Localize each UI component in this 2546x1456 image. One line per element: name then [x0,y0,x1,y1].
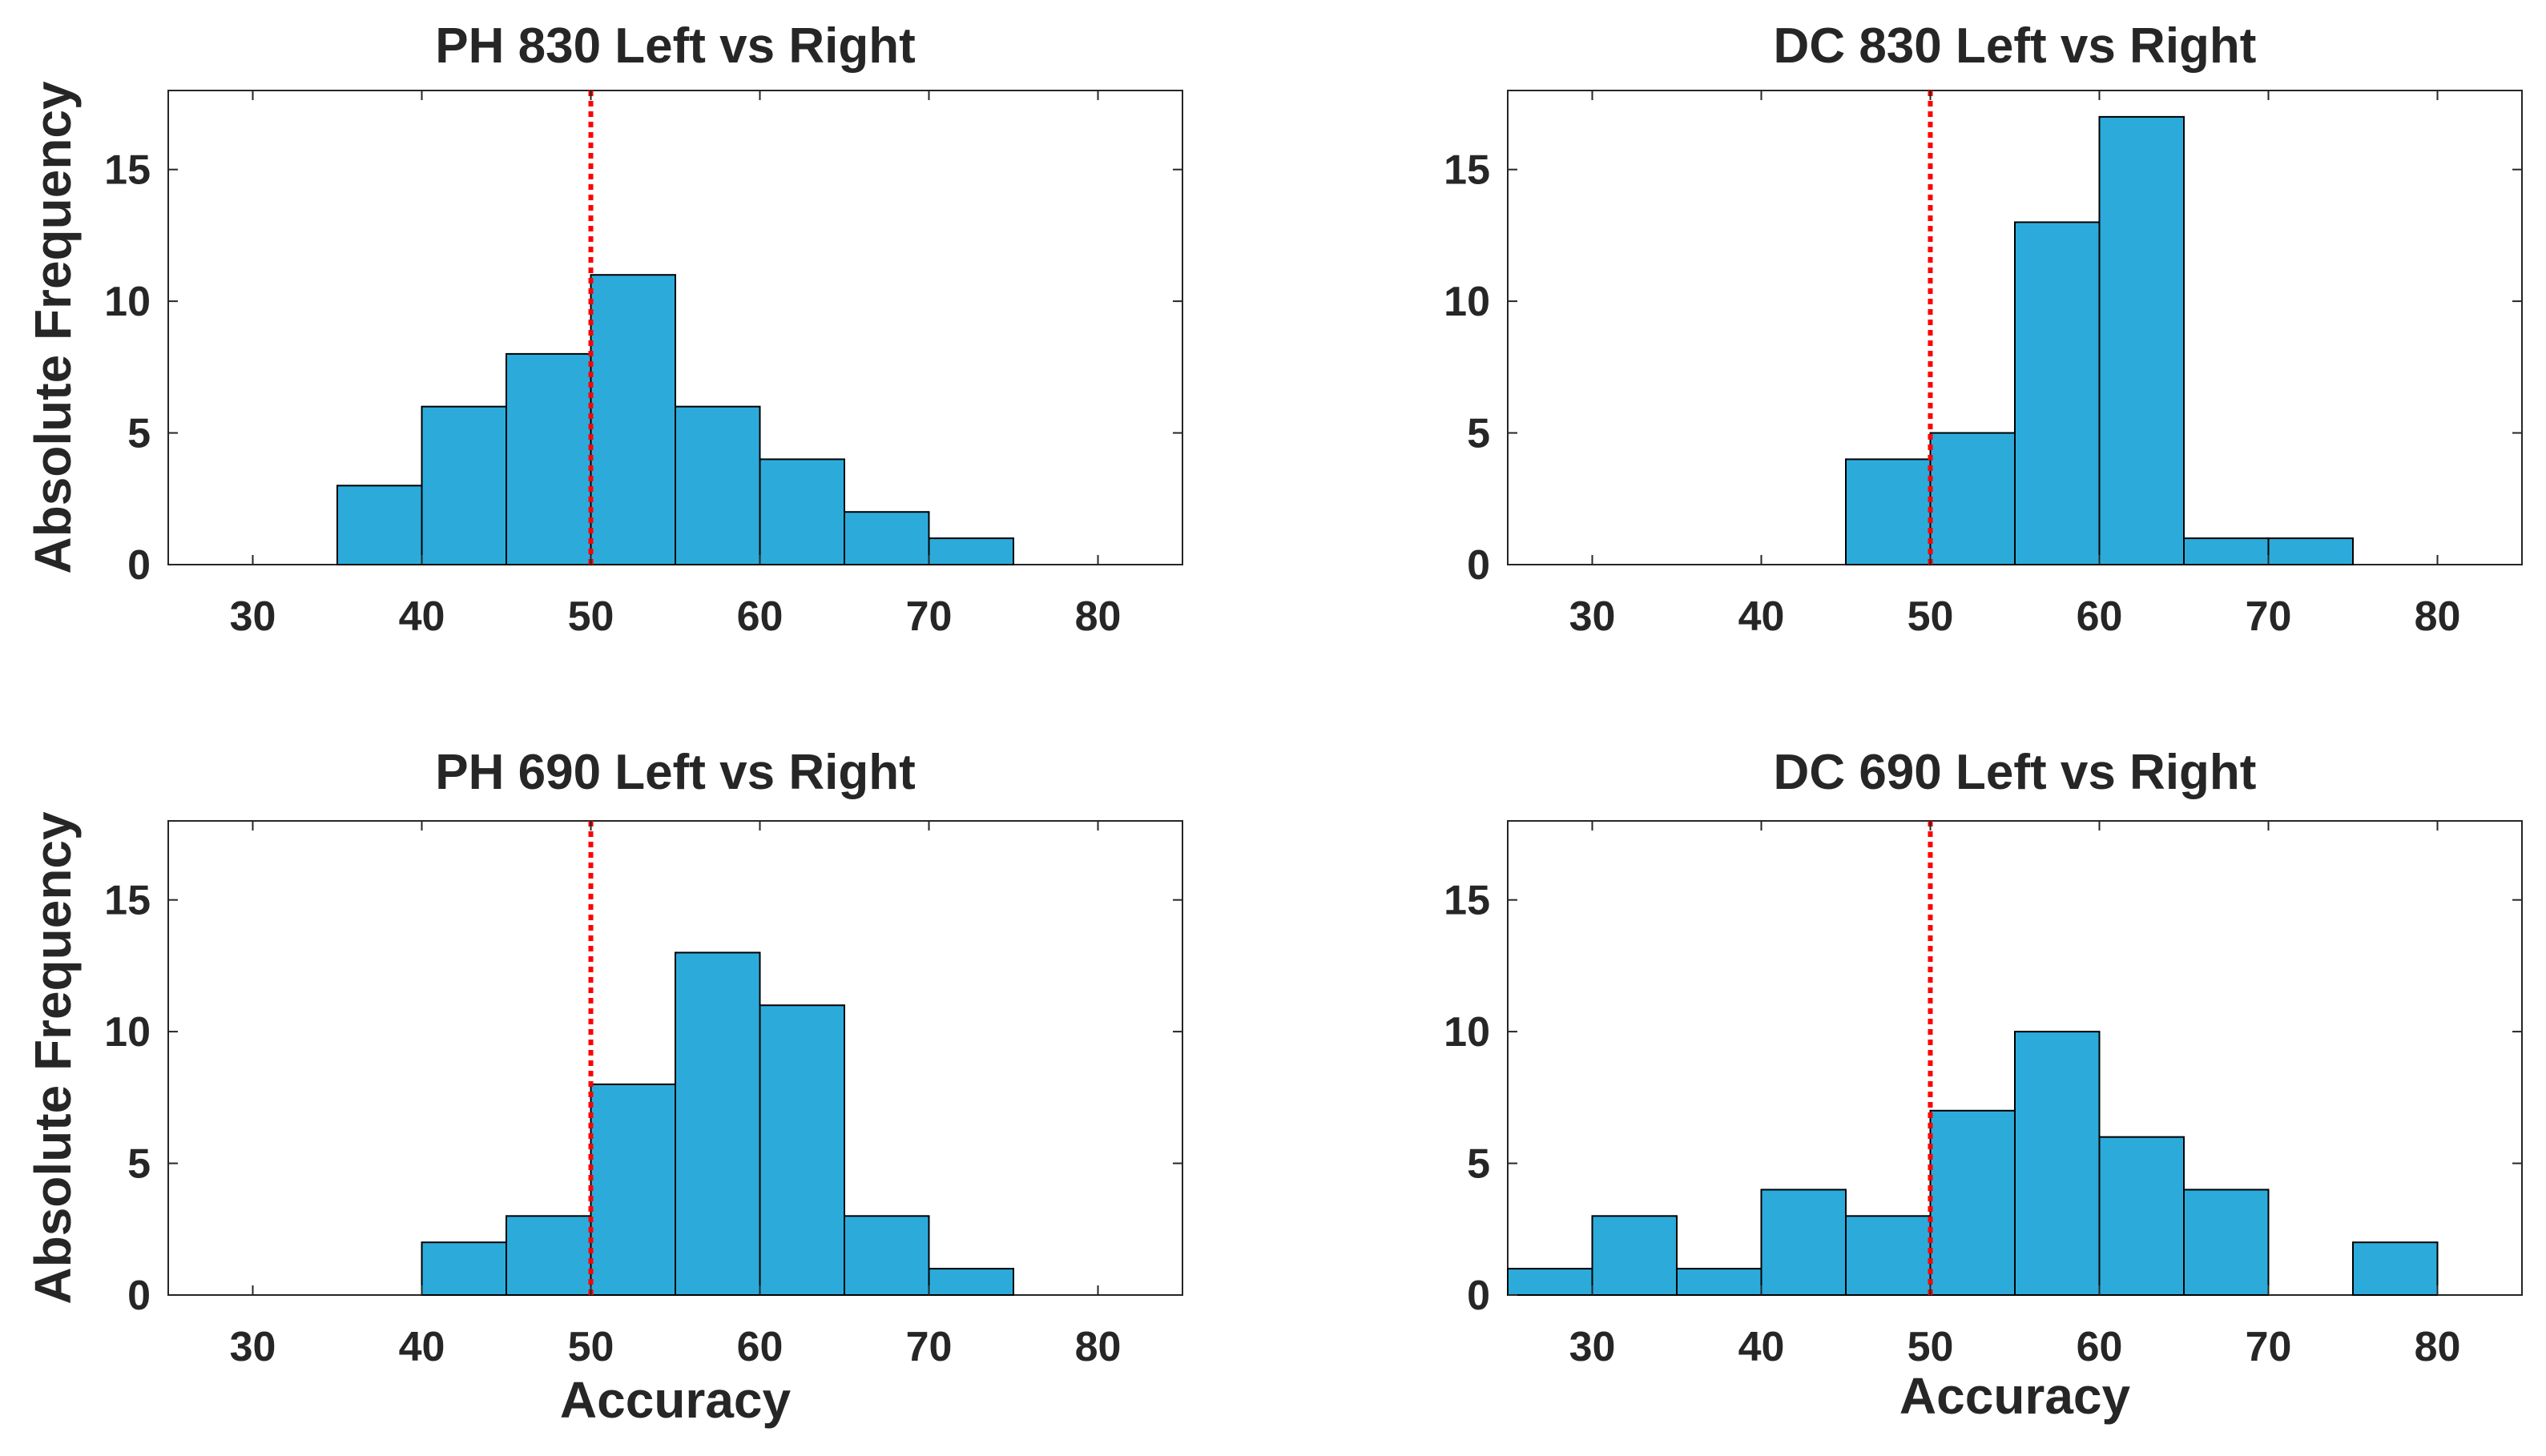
histogram-bar [759,458,845,566]
histogram-bar [2183,1189,2270,1297]
histogram-bar [928,537,1014,565]
histogram-bar [1507,1268,1593,1296]
x-tick-label: 30 [230,1324,276,1370]
x-tick-label: 70 [906,1324,953,1370]
histogram-bar [2183,537,2270,565]
y-axis-label: Absolute Frequency [24,811,82,1305]
y-tick-label: 0 [1467,542,1490,589]
y-tick-label: 5 [127,1141,151,1188]
histogram-bar [1929,432,2016,565]
histogram-bar [2098,1136,2185,1296]
histogram-bar [675,951,761,1296]
histogram-bar [2014,221,2101,565]
x-tick-label: 40 [399,1324,445,1370]
y-tick-label: 15 [1444,147,1490,194]
x-tick-label: 80 [1075,1324,1122,1370]
x-tick-label: 50 [568,1324,614,1370]
chart-title: PH 830 Left vs Right [435,18,915,74]
y-tick-label: 0 [127,542,151,589]
x-tick-label: 50 [1907,593,1954,640]
x-tick-label: 40 [1738,1324,1785,1370]
chart-title: PH 690 Left vs Right [435,745,915,800]
histogram-bar [2014,1031,2101,1296]
x-tick-label: 70 [2246,593,2292,640]
histogram-bar [844,511,930,566]
x-tick-label: 80 [1075,593,1122,640]
x-tick-label: 40 [399,593,445,640]
y-tick-label: 15 [104,878,151,924]
histogram-bar [1676,1268,1762,1296]
histogram-bar [759,1004,845,1296]
y-tick-label: 5 [1467,411,1490,457]
chart-panel-4: 30 40 50 60 70 80 0 5 10 15 DC 690 Left vs Right Ac… [1444,745,2523,1425]
histogram-bar [421,405,507,565]
histogram-bar [2098,115,2185,565]
x-tick-label: 70 [906,593,953,640]
x-tick-label: 60 [2077,1324,2123,1370]
x-tick-label: 50 [568,593,614,640]
y-tick-label: 10 [104,279,151,325]
histogram-bar [1591,1215,1678,1297]
histogram-bar [675,405,761,565]
histogram-bar [1760,1189,1847,1297]
chart-title: DC 690 Left vs Right [1774,745,2257,800]
histogram-bar [2352,1241,2439,1296]
x-tick-label: 60 [737,593,784,640]
y-tick-label: 0 [127,1273,151,1319]
x-tick-label: 80 [2415,1324,2461,1370]
histogram-bar [928,1268,1014,1296]
x-tick-label: 30 [230,593,276,640]
y-axis-label: Absolute Frequency [24,81,82,574]
histogram-bar [1845,458,1932,566]
x-axis-label: Accuracy [560,1371,792,1429]
chart-panel-1: 30 40 50 60 70 80 0 5 10 15 PH 830 Left vs Right Ab… [24,18,1183,640]
histogram-bar [336,485,423,565]
histogram-bar [844,1215,930,1297]
x-tick-label: 50 [1907,1324,1954,1370]
y-tick-label: 5 [1467,1141,1490,1188]
histogram-bar [421,1241,507,1296]
histogram-bar [506,352,592,565]
histogram-bar [2267,537,2354,565]
chart-title: DC 830 Left vs Right [1774,18,2257,74]
chart-panel-3: 30 40 50 60 70 80 0 5 10 15 PH 690 Left vs Right Ab… [24,745,1183,1429]
y-tick-label: 10 [1444,279,1490,325]
y-tick-label: 0 [1467,1273,1490,1319]
histogram-bar [590,1083,676,1297]
x-tick-label: 30 [1569,1324,1616,1370]
x-tick-label: 60 [2077,593,2123,640]
histogram-bar [1845,1215,1932,1297]
x-tick-label: 40 [1738,593,1785,640]
x-tick-label: 80 [2415,593,2461,640]
x-tick-label: 60 [737,1324,784,1370]
y-tick-label: 15 [1444,878,1490,924]
y-tick-label: 5 [127,411,151,457]
histogram-bar [590,274,676,565]
x-tick-label: 30 [1569,593,1616,640]
x-axis-label: Accuracy [1899,1367,2131,1425]
y-tick-label: 10 [104,1009,151,1056]
histogram-bar [1929,1109,2016,1297]
y-tick-label: 15 [104,147,151,194]
histogram-bar [506,1215,592,1297]
y-tick-label: 10 [1444,1009,1490,1056]
x-tick-label: 70 [2246,1324,2292,1370]
chart-panel-2: 30 40 50 60 70 80 0 5 10 15 DC 830 Left vs Right [1444,18,2523,640]
